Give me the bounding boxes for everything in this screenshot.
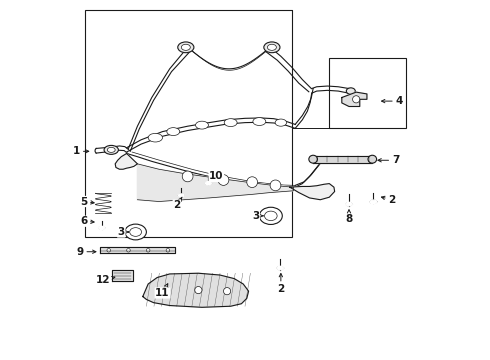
Ellipse shape: [224, 119, 237, 127]
Ellipse shape: [196, 121, 208, 129]
Ellipse shape: [130, 228, 142, 236]
Text: 3: 3: [118, 227, 128, 237]
Text: 8: 8: [345, 210, 353, 224]
Text: 2: 2: [173, 197, 182, 210]
Polygon shape: [100, 247, 175, 253]
Ellipse shape: [107, 147, 115, 152]
Polygon shape: [290, 184, 335, 200]
Polygon shape: [137, 164, 294, 202]
Bar: [329, 58, 406, 128]
Circle shape: [218, 175, 229, 185]
Circle shape: [353, 96, 360, 103]
Ellipse shape: [264, 42, 280, 53]
Polygon shape: [313, 156, 372, 163]
Circle shape: [163, 287, 170, 294]
Ellipse shape: [148, 134, 163, 142]
Ellipse shape: [275, 119, 287, 126]
Ellipse shape: [368, 155, 377, 163]
Text: 3: 3: [252, 211, 263, 221]
Ellipse shape: [178, 42, 194, 53]
Polygon shape: [342, 92, 367, 107]
Ellipse shape: [181, 44, 190, 50]
Text: 2: 2: [277, 274, 285, 294]
Polygon shape: [370, 200, 377, 203]
Polygon shape: [276, 266, 284, 270]
Polygon shape: [112, 270, 133, 281]
Polygon shape: [178, 194, 184, 197]
Ellipse shape: [346, 88, 355, 94]
Bar: [85, 10, 292, 237]
Text: 6: 6: [80, 216, 94, 226]
Ellipse shape: [253, 118, 266, 126]
Text: 2: 2: [381, 195, 395, 205]
Polygon shape: [143, 273, 248, 307]
Ellipse shape: [259, 207, 282, 225]
Circle shape: [195, 287, 202, 294]
Text: 1: 1: [73, 146, 89, 156]
Text: 11: 11: [155, 284, 170, 298]
Circle shape: [107, 248, 111, 252]
Text: 10: 10: [209, 171, 223, 181]
Ellipse shape: [125, 224, 147, 240]
Ellipse shape: [309, 155, 318, 163]
Text: 5: 5: [80, 197, 94, 207]
Text: 4: 4: [382, 96, 403, 106]
Text: 7: 7: [378, 155, 399, 165]
Text: 12: 12: [96, 275, 115, 285]
Polygon shape: [205, 181, 212, 185]
Polygon shape: [345, 202, 353, 206]
Ellipse shape: [167, 128, 180, 135]
Circle shape: [247, 177, 258, 188]
Circle shape: [223, 288, 231, 295]
Ellipse shape: [104, 145, 119, 154]
Ellipse shape: [265, 211, 277, 221]
Circle shape: [270, 180, 281, 191]
Circle shape: [182, 171, 193, 182]
Circle shape: [166, 248, 170, 252]
Ellipse shape: [268, 44, 276, 50]
Circle shape: [126, 248, 130, 252]
Circle shape: [147, 248, 150, 252]
Polygon shape: [98, 226, 105, 229]
Text: 9: 9: [76, 247, 96, 257]
Polygon shape: [115, 153, 137, 169]
